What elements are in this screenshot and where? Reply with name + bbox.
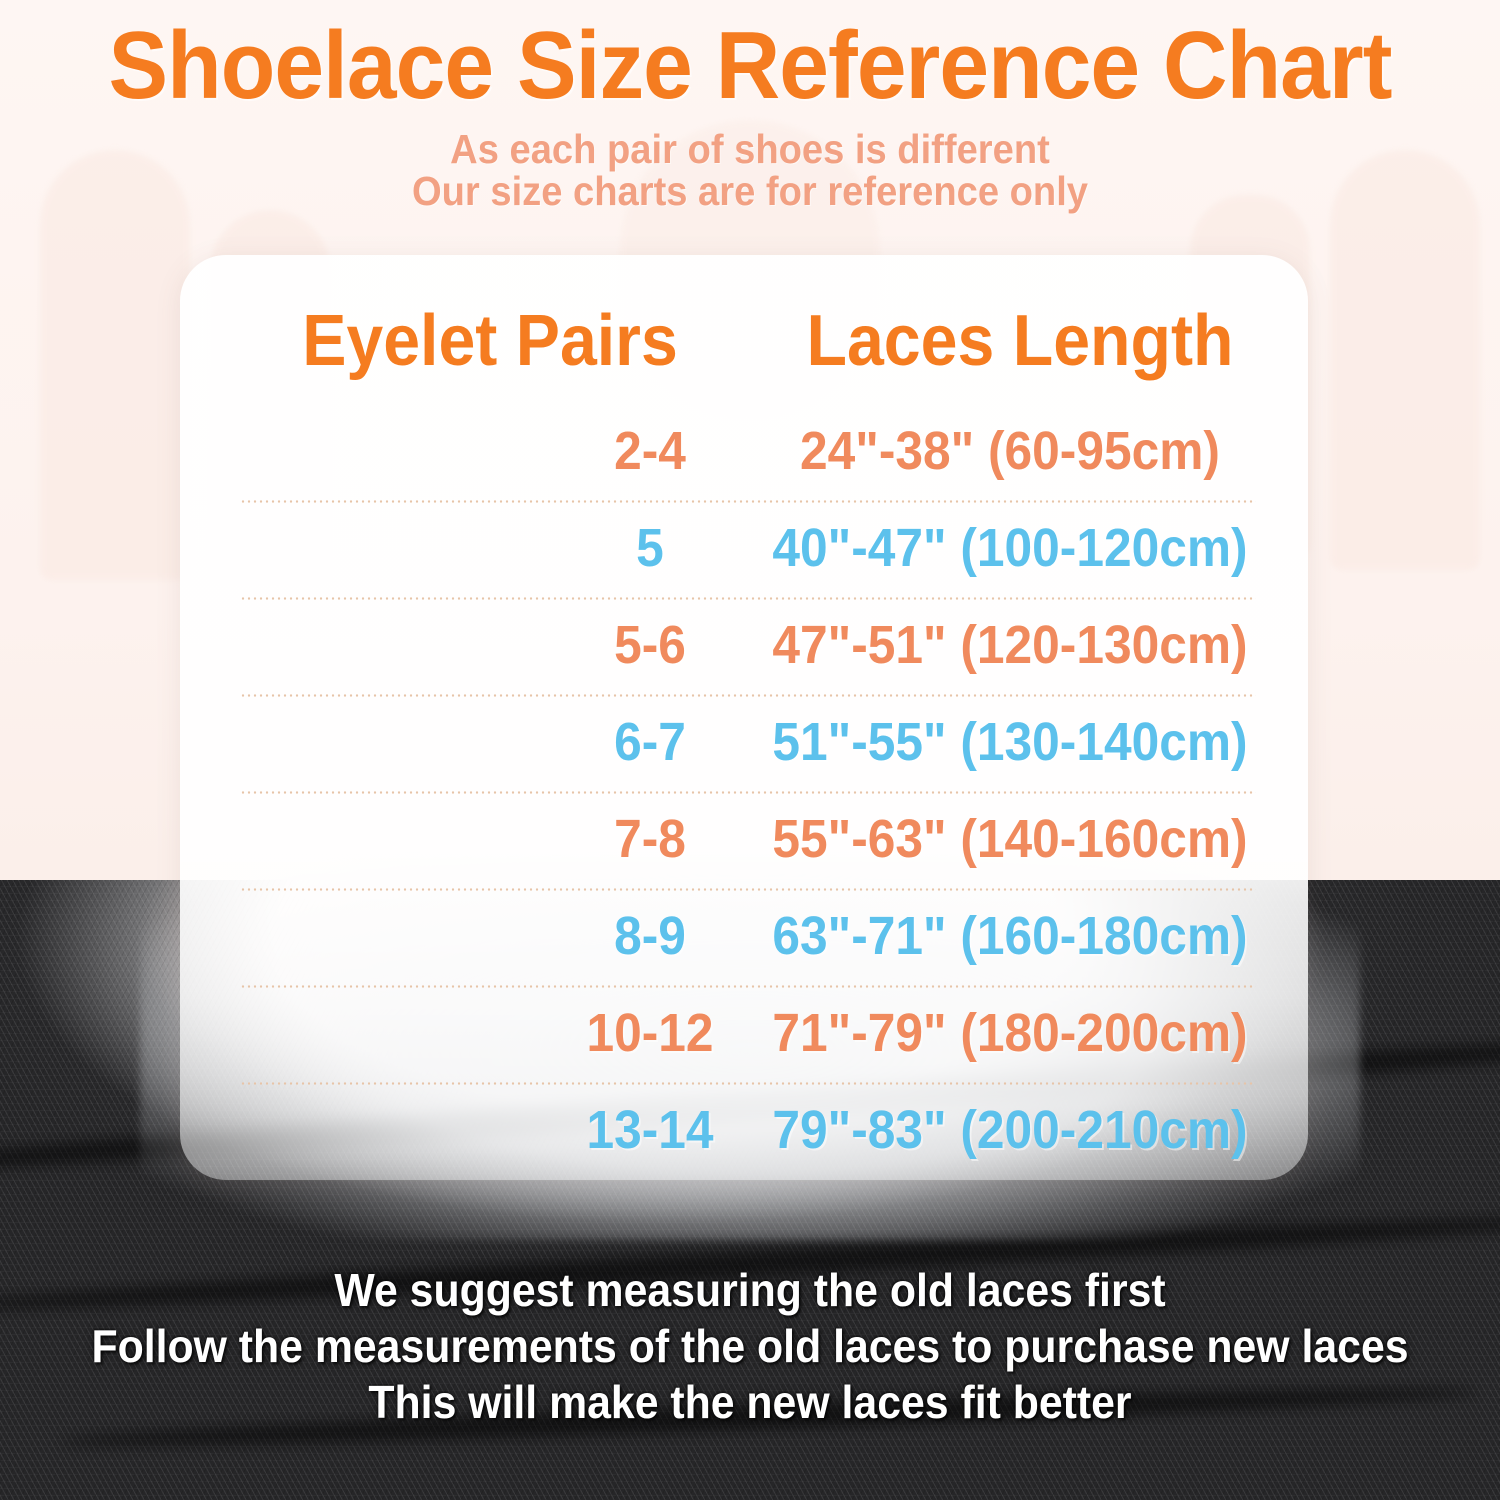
cell-eyelet-pairs: 6-7 bbox=[614, 712, 686, 772]
table-row: 13-14 79"-83" (200-210cm) bbox=[180, 1082, 1308, 1179]
cell-laces-length: 55"-63" (140-160cm) bbox=[772, 809, 1248, 869]
cell-laces-length: 79"-83" (200-210cm) bbox=[772, 1100, 1248, 1160]
table-row: 6-7 51"-55" (130-140cm) bbox=[180, 694, 1308, 791]
cell-laces-length: 71"-79" (180-200cm) bbox=[772, 1003, 1248, 1063]
cell-eyelet-pairs: 13-14 bbox=[586, 1100, 714, 1160]
footer-line-2: Follow the measurements of the old laces… bbox=[91, 1320, 1409, 1372]
background-watermark-shape bbox=[40, 150, 190, 580]
cell-eyelet-pairs: 8-9 bbox=[614, 906, 686, 966]
cell-eyelet-pairs: 5 bbox=[636, 518, 664, 578]
row-separator bbox=[240, 1082, 1256, 1085]
column-header-eyelet-pairs: Eyelet Pairs bbox=[302, 301, 678, 381]
cell-laces-length: 40"-47" (100-120cm) bbox=[772, 518, 1248, 578]
cell-eyelet-pairs: 7-8 bbox=[614, 809, 686, 869]
table-body: 2-4 24"-38" (60-95cm) 5 40"-47" (100-120cm)… bbox=[180, 403, 1308, 1179]
row-separator bbox=[240, 888, 1256, 891]
row-separator bbox=[240, 791, 1256, 794]
table-row: 10-12 71"-79" (180-200cm) bbox=[180, 985, 1308, 1082]
row-separator bbox=[240, 500, 1256, 503]
cell-eyelet-pairs: 2-4 bbox=[614, 421, 686, 481]
table-row: 5 40"-47" (100-120cm) bbox=[180, 500, 1308, 597]
cell-eyelet-pairs: 5-6 bbox=[614, 615, 686, 675]
page-subtitle-line-2: Our size charts are for reference only bbox=[411, 168, 1089, 214]
footer-advice: We suggest measuring the old laces first… bbox=[0, 1262, 1500, 1430]
table-row: 2-4 24"-38" (60-95cm) bbox=[180, 403, 1308, 500]
size-chart-card: Eyelet Pairs Laces Length 2-4 24"-38" (60… bbox=[180, 255, 1308, 1180]
cell-laces-length: 47"-51" (120-130cm) bbox=[772, 615, 1248, 675]
column-header-laces-length: Laces Length bbox=[806, 301, 1234, 381]
page-title: Shoelace Size Reference Chart bbox=[108, 12, 1392, 119]
page-subtitle-line-1: As each pair of shoes is different bbox=[450, 126, 1050, 172]
footer-line-3: This will make the new laces fit better bbox=[368, 1376, 1132, 1428]
cell-eyelet-pairs: 10-12 bbox=[586, 1003, 714, 1063]
row-separator bbox=[240, 985, 1256, 988]
table-row: 5-6 47"-51" (120-130cm) bbox=[180, 597, 1308, 694]
cell-laces-length: 51"-55" (130-140cm) bbox=[772, 712, 1248, 772]
cell-laces-length: 24"-38" (60-95cm) bbox=[800, 421, 1220, 481]
table-header-row: Eyelet Pairs Laces Length bbox=[180, 293, 1308, 389]
row-separator bbox=[240, 694, 1256, 697]
footer-line-1: We suggest measuring the old laces first bbox=[334, 1264, 1166, 1316]
row-separator bbox=[240, 597, 1256, 600]
background-watermark-shape bbox=[1330, 150, 1480, 570]
table-row: 7-8 55"-63" (140-160cm) bbox=[180, 791, 1308, 888]
cell-laces-length: 63"-71" (160-180cm) bbox=[772, 906, 1248, 966]
table-row: 8-9 63"-71" (160-180cm) bbox=[180, 888, 1308, 985]
